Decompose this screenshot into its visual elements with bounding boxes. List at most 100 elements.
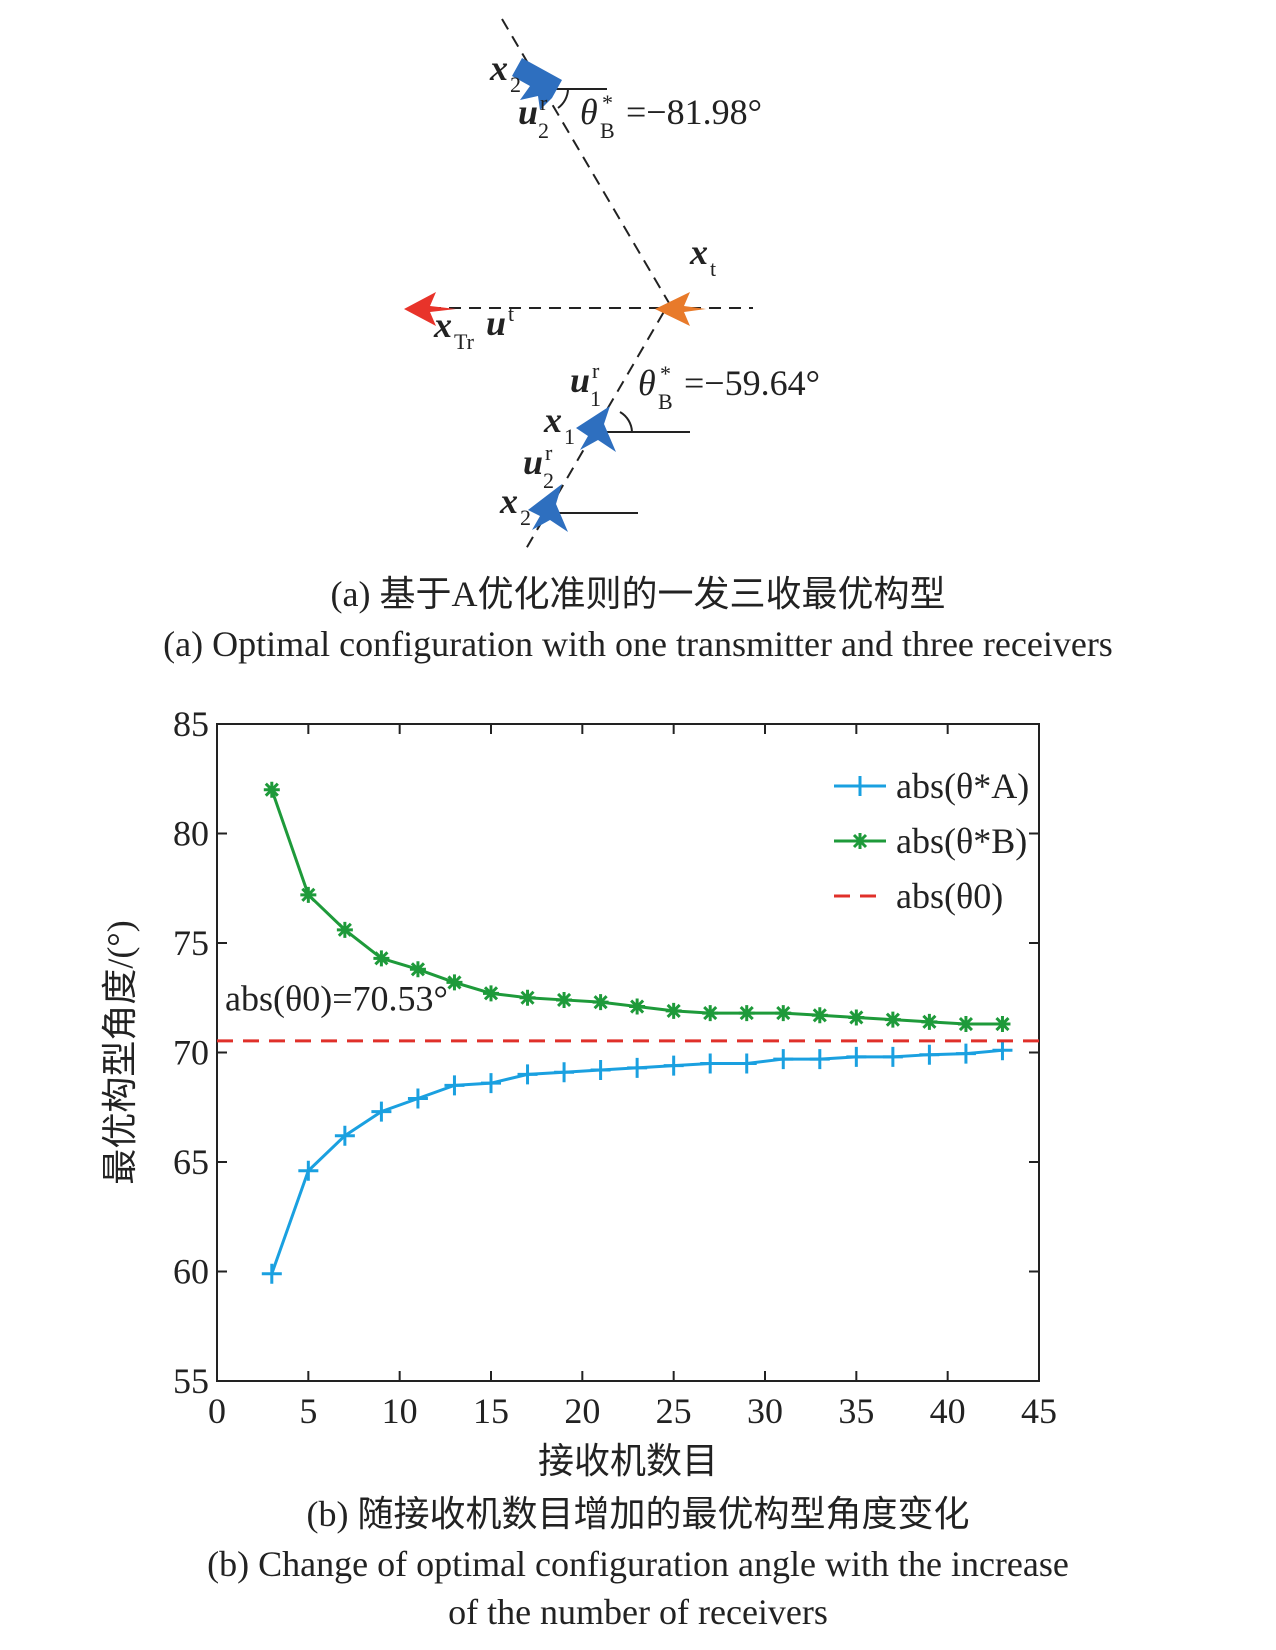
point-marker [957, 1016, 974, 1033]
legend-label: abs(θ*B) [896, 821, 1027, 861]
point-marker [371, 1101, 392, 1122]
legend-marker [852, 833, 868, 849]
subscript: 2 [520, 505, 531, 530]
symbol: u [570, 360, 590, 400]
y-tick-label: 75 [173, 923, 209, 963]
caption-cn: (b) 随接收机数目增加的最优构型角度变化 [307, 1494, 970, 1534]
y-tick-label: 60 [173, 1252, 209, 1292]
angle-arc [619, 411, 633, 433]
caption-en: (a) Optimal configuration with one trans… [163, 624, 1113, 664]
subscript: 1 [590, 386, 601, 411]
symbol-label: ut [486, 301, 514, 343]
point-marker [481, 1073, 501, 1094]
subscript: 2 [543, 468, 554, 493]
subscript: 2 [510, 72, 521, 97]
point-marker [554, 1062, 575, 1083]
point-marker [665, 1002, 682, 1019]
point-marker [775, 1005, 792, 1022]
y-axis-label: 最优构型角度/(°) [100, 920, 140, 1184]
symbol-label: x2 [489, 48, 521, 97]
point-marker [298, 1160, 319, 1181]
y-tick-label: 65 [173, 1142, 209, 1182]
point-marker [407, 1088, 428, 1109]
point-marker [519, 989, 536, 1006]
series-line [270, 1048, 1003, 1275]
symbol: θ [580, 92, 598, 132]
x-tick-label: 15 [473, 1391, 509, 1431]
x-tick-label: 20 [564, 1391, 600, 1431]
y-tick-label: 85 [173, 704, 209, 744]
point-marker [773, 1049, 794, 1070]
target-aircraft [655, 292, 706, 326]
point-marker [446, 974, 463, 991]
point-marker [882, 1046, 903, 1067]
point-marker [702, 1005, 719, 1022]
symbol: x [543, 400, 562, 440]
x-tick-label: 30 [747, 1391, 783, 1431]
point-marker [590, 1060, 611, 1081]
superscript: r [540, 90, 548, 115]
symbol: u [518, 92, 538, 132]
x-axis-label: 接收机数目 [538, 1441, 718, 1481]
point-marker [334, 1125, 355, 1146]
point-marker [848, 1009, 865, 1026]
y-tick-label: 80 [173, 814, 209, 854]
point-marker [556, 991, 573, 1008]
caption-en: of the number of receivers [448, 1592, 828, 1632]
superscript: t [508, 301, 514, 326]
symbol: u [523, 442, 543, 482]
subscript: 2 [538, 118, 549, 143]
value: =−59.64° [684, 363, 820, 403]
point-marker [263, 781, 280, 798]
superscript: r [592, 358, 600, 383]
point-marker [738, 1005, 755, 1022]
point-marker [992, 1040, 1013, 1061]
symbol-label: xTr [433, 305, 475, 354]
symbol-label: ur 1 [570, 358, 601, 411]
x-tick-label: 10 [382, 1391, 418, 1431]
point-marker [994, 1016, 1011, 1033]
point-marker [921, 1013, 938, 1030]
subscript: B [600, 118, 615, 143]
x-tick-label: 35 [838, 1391, 874, 1431]
point-marker [629, 998, 646, 1015]
legend-label: abs(θ0) [896, 876, 1003, 916]
point-marker [261, 1263, 282, 1284]
symbol-label: ur 2 [518, 90, 549, 143]
superscript: * [602, 90, 613, 115]
symbol-label: xt [689, 232, 716, 281]
superscript: * [660, 361, 671, 386]
symbol-label: θ * B =−81.98° [580, 90, 762, 143]
symbol-label: θ * B =−59.64° [638, 361, 820, 414]
point-marker [517, 1064, 538, 1085]
caption-en: (b) Change of optimal configuration angl… [207, 1544, 1069, 1584]
symbol-label: x1 [543, 400, 575, 449]
chart: 55 60 65 70 75 80 85 0 5 10 15 20 25 30 35 40 45 接收机数目 最优构… [100, 704, 1069, 1632]
point-marker [373, 950, 390, 967]
angle-arc [557, 88, 569, 109]
x-tick-label: 0 [208, 1391, 226, 1431]
symbol-label: x2 [499, 481, 531, 530]
point-marker [919, 1044, 940, 1065]
receiver-aircraft [576, 406, 616, 452]
receiver-aircraft [528, 484, 568, 532]
point-marker [627, 1057, 648, 1078]
symbol: x [499, 481, 518, 521]
point-marker [736, 1053, 757, 1074]
superscript: r [545, 440, 553, 465]
receiver-aircraft [512, 58, 562, 110]
symbol: x [489, 48, 508, 88]
aircraft [404, 58, 706, 532]
value: =−81.98° [626, 92, 762, 132]
subscript: B [658, 389, 673, 414]
point-marker [955, 1043, 976, 1064]
point-marker [811, 1007, 828, 1024]
point-marker [444, 1075, 465, 1096]
y-tick-label: 70 [173, 1033, 209, 1073]
point-marker [300, 886, 317, 903]
point-marker [336, 921, 353, 938]
transmitter-aircraft [404, 292, 456, 326]
symbol-label: ur 2 [523, 440, 554, 493]
